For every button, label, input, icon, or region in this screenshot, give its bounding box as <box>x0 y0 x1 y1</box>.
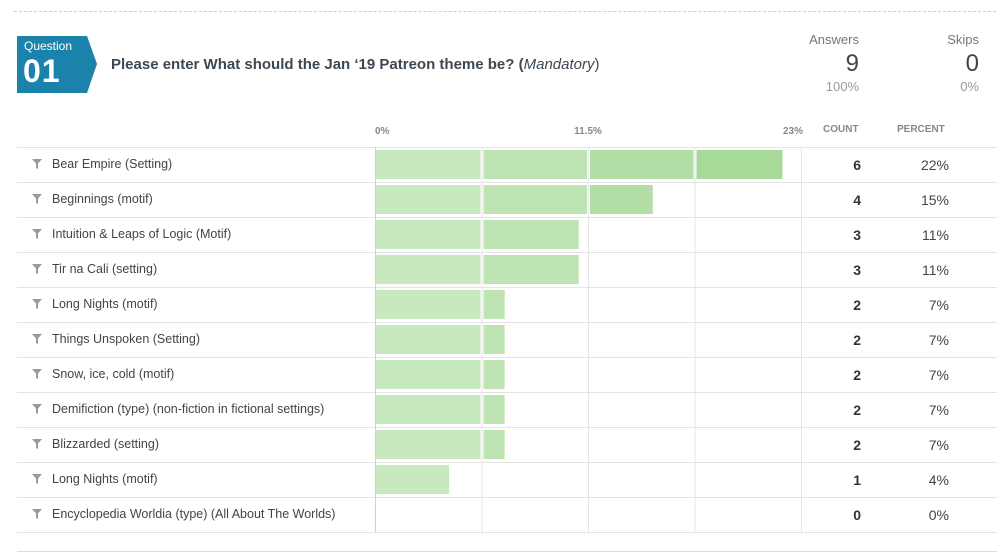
top-divider <box>14 11 996 12</box>
choice-percent: 22% <box>920 157 949 173</box>
choice-percent: 15% <box>920 192 949 208</box>
choice-percent: 11% <box>922 227 949 243</box>
filter-funnel-icon[interactable] <box>32 474 42 484</box>
bar-segment <box>483 395 505 424</box>
choice-label: Long Nights (motif) <box>52 297 158 311</box>
bar-segment <box>590 150 694 179</box>
choice-label: Bear Empire (Setting) <box>52 157 173 171</box>
choice-label: Blizzarded (setting) <box>52 437 159 451</box>
bar-segment <box>376 255 481 284</box>
filter-funnel-icon[interactable] <box>32 369 42 379</box>
bar-segment <box>376 290 481 319</box>
choice-count: 3 <box>853 227 861 243</box>
bar-segment <box>376 430 481 459</box>
bar-segment <box>376 465 450 494</box>
filter-funnel-icon[interactable] <box>32 159 42 169</box>
filter-funnel-icon[interactable] <box>32 229 42 239</box>
choice-label: Long Nights (motif) <box>52 472 158 486</box>
bar-segment <box>590 185 653 214</box>
question-title-mandatory: Mandatory <box>523 56 595 73</box>
filter-funnel-icon[interactable] <box>32 334 42 344</box>
choice-percent: 11% <box>922 262 949 278</box>
question-badge-label: Question <box>24 39 73 53</box>
choice-label: Tir na Cali (setting) <box>52 262 158 276</box>
bar-segment <box>376 395 481 424</box>
choice-percent: 7% <box>928 402 949 418</box>
bar-segment <box>376 360 481 389</box>
bar-chart-svg: 0% 11.5% 23% <box>17 126 997 533</box>
choice-percent: 4% <box>928 472 949 488</box>
answers-value: 9 <box>845 50 859 77</box>
bar-segment <box>376 185 481 214</box>
choice-percent: 7% <box>928 332 949 348</box>
choice-percent: 7% <box>928 367 949 383</box>
choice-percent: 7% <box>928 297 949 313</box>
answers-label: Answers <box>809 32 859 47</box>
choice-count: 0 <box>853 507 861 523</box>
choice-label: Encyclopedia Worldia (type) (All About T… <box>52 507 336 521</box>
bar-segment <box>376 150 481 179</box>
skips-label: Skips <box>947 32 979 47</box>
x-tick-label: 0% <box>375 126 390 137</box>
bar-segment <box>483 150 587 179</box>
count-column-header: COUNT <box>823 124 859 135</box>
choice-count: 3 <box>853 262 861 278</box>
question-title: Please enter What should the Jan ‘19 Pat… <box>111 56 599 73</box>
choice-label: Things Unspoken (Setting) <box>52 332 200 346</box>
answers-stat: Answers 9 100% <box>809 32 859 94</box>
choice-count: 6 <box>853 157 861 173</box>
choice-count: 2 <box>853 437 861 453</box>
question-title-close: ) <box>594 56 600 73</box>
question-badge-background <box>17 36 97 93</box>
choice-percent: 0% <box>928 507 949 523</box>
choice-count: 1 <box>853 472 861 488</box>
choice-label: Beginnings (motif) <box>52 192 153 206</box>
skips-value: 0 <box>965 50 979 77</box>
filter-funnel-icon[interactable] <box>32 404 42 414</box>
filter-funnel-icon[interactable] <box>32 439 42 449</box>
percent-column-header: PERCENT <box>897 124 945 135</box>
choice-label: Intuition & Leaps of Logic (Motif) <box>52 227 232 241</box>
bar-segment <box>483 220 579 249</box>
bar-segment <box>483 255 579 284</box>
choice-count: 2 <box>853 332 861 348</box>
bar-segment <box>483 185 587 214</box>
bar-segment <box>483 430 505 459</box>
filter-funnel-icon[interactable] <box>32 264 42 274</box>
choice-count: 4 <box>853 192 861 208</box>
filter-funnel-icon[interactable] <box>32 509 42 519</box>
bar-segment <box>483 290 505 319</box>
question-number: 01 <box>23 53 61 89</box>
bar-segment <box>483 325 505 354</box>
bar-segment <box>376 325 481 354</box>
filter-funnel-icon[interactable] <box>32 194 42 204</box>
x-tick-label: 11.5% <box>574 126 602 137</box>
bar-segment <box>376 220 481 249</box>
answers-percent: 100% <box>825 79 859 94</box>
choice-count: 2 <box>853 367 861 383</box>
choice-count: 2 <box>853 297 861 313</box>
skips-percent: 0% <box>960 79 979 94</box>
question-title-main: Please enter What should the Jan ‘19 Pat… <box>111 56 524 73</box>
choice-percent: 7% <box>928 437 949 453</box>
choice-count: 2 <box>853 402 861 418</box>
bottom-divider <box>17 551 997 552</box>
results-chart: 0% 11.5% 23% COUNT PERCENT Bear Empire (Se… <box>17 118 997 538</box>
question-badge: Question 01 <box>17 36 97 93</box>
choice-label: Demifiction (type) (non-fiction in ficti… <box>52 402 325 416</box>
skips-stat: Skips 0 0% <box>947 32 979 94</box>
bar-segment <box>483 360 505 389</box>
x-tick-label: 23% <box>783 126 803 137</box>
filter-funnel-icon[interactable] <box>32 299 42 309</box>
choice-label: Snow, ice, cold (motif) <box>52 367 175 381</box>
bar-segment <box>696 150 783 179</box>
